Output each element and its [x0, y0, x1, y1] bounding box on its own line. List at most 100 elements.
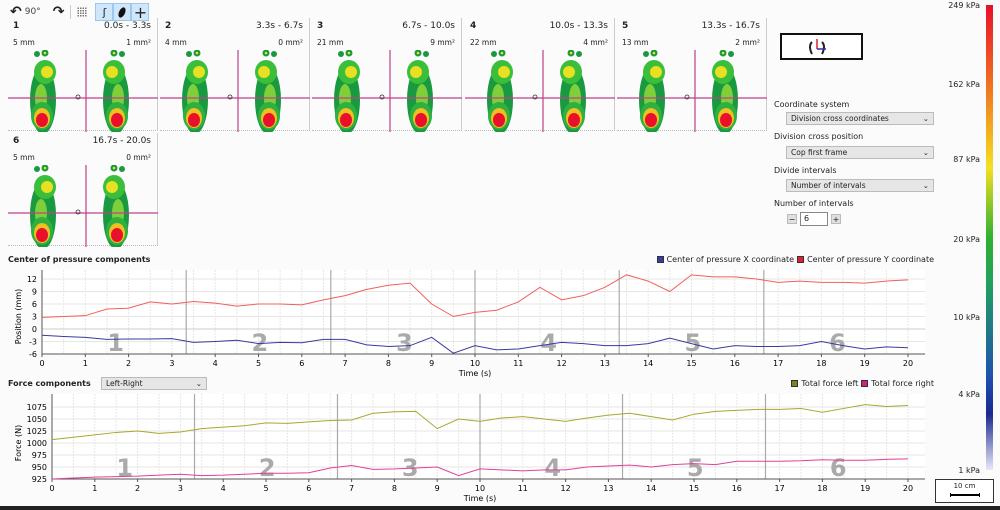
x-tick-label: 14: [646, 484, 656, 493]
y-axis-label: Force (N): [14, 425, 23, 461]
panel-cop-area: 0 mm²: [278, 38, 303, 47]
x-tick-label: 19: [860, 359, 870, 368]
legend-label-x: Center of pressure X coordinate: [666, 255, 795, 264]
intervals-input[interactable]: 6: [800, 212, 828, 226]
series-line-1: [41, 334, 909, 354]
y-tick-label: 1025: [27, 427, 47, 436]
x-axis-label: Time (s): [463, 494, 497, 503]
panel-cop-area: 0 mm²: [126, 153, 151, 162]
legend-swatch-x: [656, 256, 664, 263]
panel-number: 5: [622, 21, 629, 31]
foot-axes-icon: [809, 39, 826, 55]
legend-swatch-right: [861, 380, 869, 387]
x-axis-label: Time (s): [458, 369, 492, 378]
coordinate-system-value: Division cross coordinates: [791, 114, 889, 123]
interval-label: 1: [107, 329, 124, 357]
increment-button[interactable]: +: [831, 214, 841, 224]
grid-icon[interactable]: [77, 7, 88, 17]
x-tick-label: 2: [126, 359, 131, 368]
pressure-panel[interactable]: 2 3.3s - 6.7s 4 mm 0 mm²: [160, 18, 310, 132]
coordinate-system-select[interactable]: Division cross coordinates ⌄: [786, 112, 934, 125]
division-cross-select[interactable]: Cop first frame ⌄: [786, 146, 934, 159]
pressure-panel[interactable]: 6 16.7s - 20.0s 5 mm 0 mm²: [8, 133, 158, 247]
x-tick-label: 10: [475, 484, 485, 493]
x-tick-label: 16: [730, 359, 740, 368]
x-tick-label: 9: [435, 484, 440, 493]
legend-label-y: Center of pressure Y coordinate: [807, 255, 934, 264]
x-tick-label: 16: [732, 484, 742, 493]
foot-outline-icon[interactable]: ʃ: [95, 3, 114, 21]
orientation-widget[interactable]: [780, 33, 863, 60]
panel-number: 2: [165, 21, 172, 31]
interval-label: 6: [829, 329, 846, 357]
decrement-button[interactable]: −: [787, 214, 797, 224]
force-component-select[interactable]: Left-Right ⌄: [101, 377, 207, 390]
interval-label: 4: [540, 329, 557, 357]
x-tick-label: 7: [349, 484, 354, 493]
pressure-panel[interactable]: 5 13.3s - 16.7s 13 mm 2 mm²: [617, 18, 767, 132]
x-tick-label: 17: [775, 484, 785, 493]
x-tick-label: 4: [213, 359, 218, 368]
rotate-left-icon[interactable]: ↶: [10, 4, 22, 20]
divide-intervals-select[interactable]: Number of intervals ⌄: [786, 179, 934, 192]
x-tick-label: 20: [903, 484, 913, 493]
panel-cop-distance: 4 mm: [165, 38, 187, 47]
footprint-image: [8, 165, 158, 247]
x-tick-label: 10: [470, 359, 480, 368]
pressure-panel[interactable]: 3 6.7s - 10.0s 21 mm 9 mm²: [312, 18, 462, 132]
x-tick-label: 3: [178, 484, 183, 493]
divide-intervals-label: Divide intervals: [774, 166, 837, 175]
panel-cop-distance: 5 mm: [13, 38, 35, 47]
y-tick-label: 0: [32, 325, 37, 334]
x-tick-label: 14: [643, 359, 653, 368]
x-tick-label: 15: [686, 359, 696, 368]
x-tick-label: 6: [299, 359, 304, 368]
foot-fill-icon[interactable]: [113, 3, 132, 21]
footprint-image: [8, 50, 158, 132]
series-line-2: [41, 274, 909, 318]
panel-number: 4: [470, 21, 477, 31]
number-of-intervals-label: Number of intervals: [774, 199, 854, 208]
y-tick-label: 12: [27, 275, 37, 284]
x-tick-label: 15: [689, 484, 699, 493]
panel-number: 3: [317, 21, 324, 31]
panel-time-range: 16.7s - 20.0s: [92, 136, 151, 146]
interval-label: 6: [830, 454, 847, 482]
legend-label-right: Total force right: [871, 379, 934, 388]
y-tick-label: 9: [32, 288, 37, 297]
pressure-panel[interactable]: 1 0.0s - 3.3s 5 mm 1 mm²: [8, 18, 158, 132]
x-tick-label: 5: [263, 484, 268, 493]
scale-bar-label: 10 cm: [953, 482, 976, 490]
x-tick-label: 1: [83, 359, 88, 368]
colorbar-label: 10 kPa: [953, 313, 980, 322]
x-tick-label: 19: [860, 484, 870, 493]
x-tick-label: 18: [816, 359, 826, 368]
colorbar-label: 87 kPa: [953, 155, 980, 164]
x-tick-label: 20: [903, 359, 913, 368]
interval-label: 5: [687, 454, 704, 482]
chevron-down-icon: ⌄: [195, 379, 202, 388]
x-tick-label: 7: [343, 359, 348, 368]
y-tick-label: -3: [29, 338, 37, 347]
x-tick-label: 6: [306, 484, 311, 493]
footprint-image: [465, 50, 615, 132]
chevron-down-icon: ⌄: [922, 148, 929, 157]
colorbar-label: 20 kPa: [953, 235, 980, 244]
y-tick-label: 3: [32, 313, 37, 322]
y-tick-label: 950: [32, 463, 47, 472]
y-tick-label: 1050: [27, 415, 47, 424]
x-tick-label: 4: [221, 484, 226, 493]
colorbar-label: 249 kPa: [948, 1, 980, 10]
colorbar-label: 162 kPa: [948, 80, 980, 89]
x-tick-label: 5: [256, 359, 261, 368]
intervals-stepper: − 6 +: [787, 212, 841, 226]
pressure-panel[interactable]: 4 10.0s - 13.3s 22 mm 4 mm²: [465, 18, 615, 132]
x-tick-label: 0: [39, 359, 44, 368]
force-chart-title: Force components: [8, 379, 91, 388]
rotate-right-icon[interactable]: ↷: [52, 4, 65, 20]
x-tick-label: 13: [603, 484, 613, 493]
panel-cop-area: 2 mm²: [735, 38, 760, 47]
crosshair-icon[interactable]: +: [131, 3, 150, 22]
